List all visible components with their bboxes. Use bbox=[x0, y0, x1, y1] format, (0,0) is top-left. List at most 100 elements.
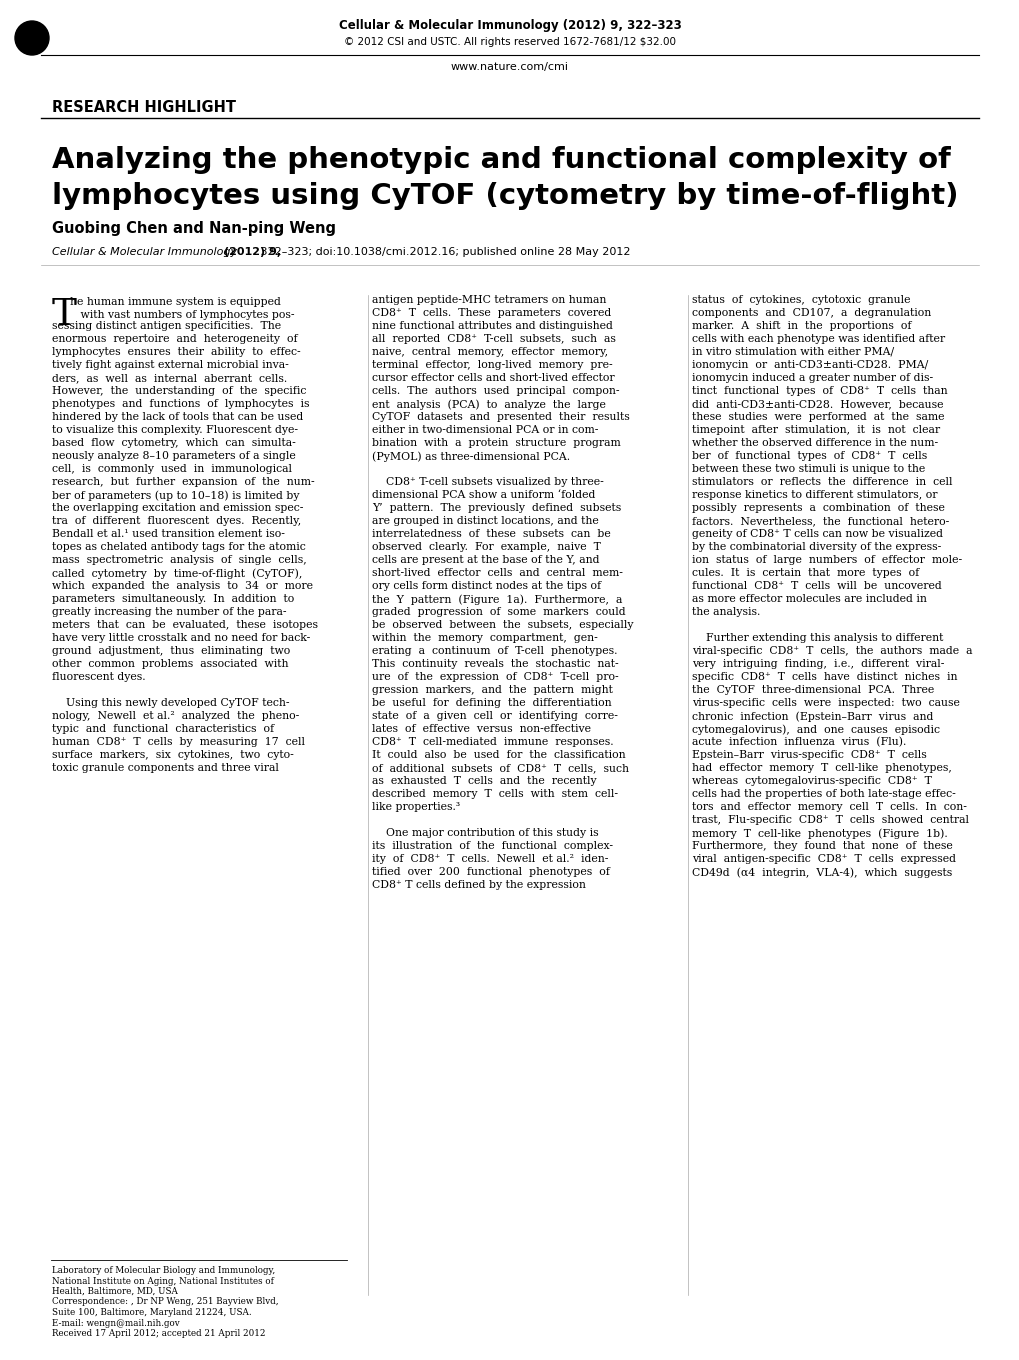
Text: ure  of  the  expression  of  CD8⁺  T-cell  pro-: ure of the expression of CD8⁺ T-cell pro… bbox=[372, 672, 618, 681]
Text: ion  status  of  large  numbers  of  effector  mole-: ion status of large numbers of effector … bbox=[691, 555, 961, 564]
Text: the  Y  pattern  (Figure  1a).  Furthermore,  a: the Y pattern (Figure 1a). Furthermore, … bbox=[372, 594, 622, 605]
Text: tively fight against external microbial inva-: tively fight against external microbial … bbox=[52, 360, 288, 370]
Text: to visualize this complexity. Fluorescent dye-: to visualize this complexity. Fluorescen… bbox=[52, 424, 298, 435]
Text: as  exhausted  T  cells  and  the  recently: as exhausted T cells and the recently bbox=[372, 777, 596, 786]
Text: the  CyTOF  three-dimensional  PCA.  Three: the CyTOF three-dimensional PCA. Three bbox=[691, 685, 933, 695]
Text: between these two stimuli is unique to the: between these two stimuli is unique to t… bbox=[691, 464, 924, 475]
Text: short-lived  effector  cells  and  central  mem-: short-lived effector cells and central m… bbox=[372, 568, 623, 578]
Text: which  expanded  the  analysis  to  34  or  more: which expanded the analysis to 34 or mor… bbox=[52, 581, 313, 592]
Text: CD8⁺  T  cells.  These  parameters  covered: CD8⁺ T cells. These parameters covered bbox=[372, 307, 610, 318]
Text: meters  that  can  be  evaluated,  these  isotopes: meters that can be evaluated, these isot… bbox=[52, 620, 318, 630]
Text: Analyzing the phenotypic and functional complexity of: Analyzing the phenotypic and functional … bbox=[52, 146, 950, 174]
Text: gression  markers,  and  the  pattern  might: gression markers, and the pattern might bbox=[372, 685, 612, 695]
Text: greatly increasing the number of the para-: greatly increasing the number of the par… bbox=[52, 607, 286, 617]
Text: within  the  memory  compartment,  gen-: within the memory compartment, gen- bbox=[372, 632, 597, 643]
Text: ent  analysis  (PCA)  to  analyze  the  large: ent analysis (PCA) to analyze the large bbox=[372, 398, 605, 409]
Text: T: T bbox=[52, 296, 76, 333]
Text: fluorescent dyes.: fluorescent dyes. bbox=[52, 672, 146, 681]
Text: viral  antigen-specific  CD8⁺  T  cells  expressed: viral antigen-specific CD8⁺ T cells expr… bbox=[691, 854, 955, 864]
Text: like properties.³: like properties.³ bbox=[372, 802, 460, 812]
Text: state  of  a  given  cell  or  identifying  corre-: state of a given cell or identifying cor… bbox=[372, 711, 618, 721]
Text: CD8⁺ T-cell subsets visualized by three-: CD8⁺ T-cell subsets visualized by three- bbox=[372, 477, 603, 487]
Text: ground  adjustment,  thus  eliminating  two: ground adjustment, thus eliminating two bbox=[52, 646, 290, 656]
Text: hindered by the lack of tools that can be used: hindered by the lack of tools that can b… bbox=[52, 412, 303, 422]
Text: timepoint  after  stimulation,  it  is  not  clear: timepoint after stimulation, it is not c… bbox=[691, 424, 940, 435]
Text: all  reported  CD8⁺  T-cell  subsets,  such  as: all reported CD8⁺ T-cell subsets, such a… bbox=[372, 335, 615, 344]
Text: RESEARCH HIGHLIGHT: RESEARCH HIGHLIGHT bbox=[52, 101, 235, 116]
Text: terminal  effector,  long-lived  memory  pre-: terminal effector, long-lived memory pre… bbox=[372, 360, 612, 370]
Text: Cellular & Molecular Immunology: Cellular & Molecular Immunology bbox=[52, 248, 236, 257]
Text: bination  with  a  protein  structure  program: bination with a protein structure progra… bbox=[372, 438, 621, 447]
Text: CD49d  (α4  integrin,  VLA-4),  which  suggests: CD49d (α4 integrin, VLA-4), which sugges… bbox=[691, 868, 952, 877]
Text: functional  CD8⁺  T  cells  will  be  uncovered: functional CD8⁺ T cells will be uncovere… bbox=[691, 581, 941, 592]
Text: cell,  is  commonly  used  in  immunological: cell, is commonly used in immunological bbox=[52, 464, 291, 475]
Text: memory  T  cell-like  phenotypes  (Figure  1b).: memory T cell-like phenotypes (Figure 1b… bbox=[691, 828, 947, 839]
Text: surface  markers,  six  cytokines,  two  cyto-: surface markers, six cytokines, two cyto… bbox=[52, 749, 293, 760]
Text: Using this newly developed CyTOF tech-: Using this newly developed CyTOF tech- bbox=[52, 698, 289, 709]
Text: research,  but  further  expansion  of  the  num-: research, but further expansion of the n… bbox=[52, 477, 314, 487]
Text: www.nature.com/cmi: www.nature.com/cmi bbox=[450, 63, 569, 72]
Text: be  observed  between  the  subsets,  especially: be observed between the subsets, especia… bbox=[372, 620, 633, 630]
Text: (2012) 9,: (2012) 9, bbox=[224, 248, 281, 257]
Text: CyTOF  datasets  and  presented  their  results: CyTOF datasets and presented their resul… bbox=[372, 412, 629, 422]
Text: Correspondence: , Dr NP Weng, 251 Bayview Blvd,: Correspondence: , Dr NP Weng, 251 Bayvie… bbox=[52, 1297, 278, 1307]
Text: (PyMOL) as three-dimensional PCA.: (PyMOL) as three-dimensional PCA. bbox=[372, 452, 570, 461]
Text: cells are present at the base of the Y, and: cells are present at the base of the Y, … bbox=[372, 555, 599, 564]
Text: he human immune system is equipped: he human immune system is equipped bbox=[70, 296, 280, 307]
Text: parameters  simultaneously.  In  addition  to: parameters simultaneously. In addition t… bbox=[52, 594, 293, 604]
Text: mass  spectrometric  analysis  of  single  cells,: mass spectrometric analysis of single ce… bbox=[52, 555, 307, 564]
Text: human  CD8⁺  T  cells  by  measuring  17  cell: human CD8⁺ T cells by measuring 17 cell bbox=[52, 737, 305, 747]
Text: have very little crosstalk and no need for back-: have very little crosstalk and no need f… bbox=[52, 632, 310, 643]
Text: CD8⁺ T cells defined by the expression: CD8⁺ T cells defined by the expression bbox=[372, 880, 585, 889]
Text: tors  and  effector  memory  cell  T  cells.  In  con-: tors and effector memory cell T cells. I… bbox=[691, 802, 966, 812]
Text: sessing distinct antigen specificities.  The: sessing distinct antigen specificities. … bbox=[52, 321, 281, 330]
Text: cells had the properties of both late-stage effec-: cells had the properties of both late-st… bbox=[691, 789, 955, 800]
Text: ionomycin  or  anti-CD3±anti-CD28.  PMA/: ionomycin or anti-CD3±anti-CD28. PMA/ bbox=[691, 360, 927, 370]
Text: antigen peptide-MHC tetramers on human: antigen peptide-MHC tetramers on human bbox=[372, 295, 605, 305]
Text: Further extending this analysis to different: Further extending this analysis to diffe… bbox=[691, 632, 943, 643]
Text: the analysis.: the analysis. bbox=[691, 607, 759, 617]
Text: as more effector molecules are included in: as more effector molecules are included … bbox=[691, 594, 926, 604]
Text: very  intriguing  finding,  i.e.,  different  viral-: very intriguing finding, i.e., different… bbox=[691, 660, 944, 669]
Text: lymphocytes using CyTOF (cytometry by time-of-flight): lymphocytes using CyTOF (cytometry by ti… bbox=[52, 182, 958, 209]
Text: other  common  problems  associated  with: other common problems associated with bbox=[52, 660, 288, 669]
Text: Y’  pattern.  The  previously  defined  subsets: Y’ pattern. The previously defined subse… bbox=[372, 503, 621, 513]
Text: called  cytometry  by  time-of-flight  (CyTOF),: called cytometry by time-of-flight (CyTO… bbox=[52, 568, 302, 578]
Text: ber of parameters (up to 10–18) is limited by: ber of parameters (up to 10–18) is limit… bbox=[52, 490, 300, 500]
Text: tra  of  different  fluorescent  dyes.  Recently,: tra of different fluorescent dyes. Recen… bbox=[52, 515, 301, 526]
Text: enormous  repertoire  and  heterogeneity  of: enormous repertoire and heterogeneity of bbox=[52, 335, 298, 344]
Text: cules.  It  is  certain  that  more  types  of: cules. It is certain that more types of bbox=[691, 568, 918, 578]
Text: factors.  Nevertheless,  the  functional  hetero-: factors. Nevertheless, the functional he… bbox=[691, 515, 949, 526]
Text: geneity of CD8⁺ T cells can now be visualized: geneity of CD8⁺ T cells can now be visua… bbox=[691, 529, 943, 539]
Text: © 2012 CSI and USTC. All rights reserved 1672-7681/12 $32.00: © 2012 CSI and USTC. All rights reserved… bbox=[343, 37, 676, 48]
Text: neously analyze 8–10 parameters of a single: neously analyze 8–10 parameters of a sin… bbox=[52, 452, 296, 461]
Text: National Institute on Aging, National Institutes of: National Institute on Aging, National In… bbox=[52, 1277, 274, 1285]
Text: be  useful  for  defining  the  differentiation: be useful for defining the differentiati… bbox=[372, 698, 611, 709]
Text: It  could  also  be  used  for  the  classification: It could also be used for the classifica… bbox=[372, 749, 625, 760]
Text: interrelatedness  of  these  subsets  can  be: interrelatedness of these subsets can be bbox=[372, 529, 610, 539]
Text: 322–323; doi:10.1038/cmi.2012.16; published online 28 May 2012: 322–323; doi:10.1038/cmi.2012.16; publis… bbox=[257, 248, 630, 257]
Text: dimensional PCA show a uniform ‘folded: dimensional PCA show a uniform ‘folded bbox=[372, 490, 595, 500]
Text: tified  over  200  functional  phenotypes  of: tified over 200 functional phenotypes of bbox=[372, 868, 609, 877]
Text: Suite 100, Baltimore, Maryland 21224, USA.: Suite 100, Baltimore, Maryland 21224, US… bbox=[52, 1308, 252, 1316]
Text: Epstein–Barr  virus-specific  CD8⁺  T  cells: Epstein–Barr virus-specific CD8⁺ T cells bbox=[691, 749, 926, 760]
Text: described  memory  T  cells  with  stem  cell-: described memory T cells with stem cell- bbox=[372, 789, 618, 800]
Text: cytomegalovirus),  and  one  causes  episodic: cytomegalovirus), and one causes episodi… bbox=[691, 724, 940, 734]
Text: erating  a  continuum  of  T-cell  phenotypes.: erating a continuum of T-cell phenotypes… bbox=[372, 646, 616, 656]
Text: cells.  The  authors  used  principal  compon-: cells. The authors used principal compon… bbox=[372, 386, 619, 396]
Text: ber  of  functional  types  of  CD8⁺  T  cells: ber of functional types of CD8⁺ T cells bbox=[691, 452, 926, 461]
Text: cursor effector cells and short-lived effector: cursor effector cells and short-lived ef… bbox=[372, 373, 614, 384]
Text: components  and  CD107,  a  degranulation: components and CD107, a degranulation bbox=[691, 307, 930, 318]
Text: based  flow  cytometry,  which  can  simulta-: based flow cytometry, which can simulta- bbox=[52, 438, 296, 447]
Text: are grouped in distinct locations, and the: are grouped in distinct locations, and t… bbox=[372, 515, 598, 526]
Text: either in two-dimensional PCA or in com-: either in two-dimensional PCA or in com- bbox=[372, 424, 598, 435]
Text: cells with each phenotype was identified after: cells with each phenotype was identified… bbox=[691, 335, 945, 344]
Text: viral-specific  CD8⁺  T  cells,  the  authors  made  a: viral-specific CD8⁺ T cells, the authors… bbox=[691, 646, 971, 656]
Text: ity  of  CD8⁺  T  cells.  Newell  et al.²  iden-: ity of CD8⁺ T cells. Newell et al.² iden… bbox=[372, 854, 607, 864]
Text: lymphocytes  ensures  their  ability  to  effec-: lymphocytes ensures their ability to eff… bbox=[52, 347, 301, 356]
Text: stimulators  or  reflects  the  difference  in  cell: stimulators or reflects the difference i… bbox=[691, 477, 952, 487]
Text: its  illustration  of  the  functional  complex-: its illustration of the functional compl… bbox=[372, 840, 612, 851]
Text: these  studies  were  performed  at  the  same: these studies were performed at the same bbox=[691, 412, 944, 422]
Text: However,  the  understanding  of  the  specific: However, the understanding of the specif… bbox=[52, 386, 306, 396]
Text: Health, Baltimore, MD, USA: Health, Baltimore, MD, USA bbox=[52, 1287, 177, 1296]
